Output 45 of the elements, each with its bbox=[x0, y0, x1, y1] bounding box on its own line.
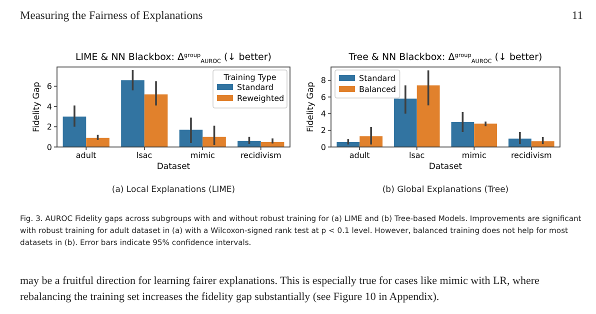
y-tick-label: 2 bbox=[46, 122, 52, 132]
x-tick-label: mimic bbox=[462, 151, 486, 160]
x-axis-title: Dataset bbox=[156, 162, 191, 172]
bar bbox=[451, 122, 474, 147]
legend-label: Standard bbox=[237, 83, 274, 92]
bar bbox=[360, 136, 383, 147]
text: (a) Local Explanations (LIME) bbox=[110, 185, 236, 196]
bar bbox=[121, 80, 144, 147]
y-tick-label: 4 bbox=[320, 109, 326, 118]
y-tick-label: 4 bbox=[46, 102, 52, 112]
y-tick-label: 6 bbox=[320, 92, 326, 102]
bar bbox=[144, 94, 168, 147]
text: Measuring the Fairness of Explanations bbox=[20, 10, 204, 24]
chart-title: LIME & NN Blackbox: Δ$^{group}$$_{AUROC}$ (↓ better) bbox=[75, 52, 272, 65]
text: 11 bbox=[570, 10, 583, 24]
y-tick-label: 0 bbox=[320, 142, 326, 152]
bar bbox=[394, 98, 417, 147]
y-axis-title: Fidelity Gap bbox=[32, 82, 42, 132]
x-axis-title: Dataset bbox=[428, 162, 463, 172]
x-tick-label: lsac bbox=[136, 151, 152, 160]
bar bbox=[531, 141, 554, 147]
x-tick-label: recidivism bbox=[240, 151, 282, 160]
x-tick-label: adult bbox=[76, 151, 96, 160]
x-tick-label: adult bbox=[349, 151, 370, 160]
text: (b) Global Explanations (Tree) bbox=[381, 185, 510, 196]
legend-label: Reweighted bbox=[237, 94, 284, 103]
legend-title: Training Type bbox=[222, 73, 276, 82]
bar bbox=[86, 138, 110, 147]
y-tick-label: 2 bbox=[320, 126, 326, 136]
x-tick-label: recidivism bbox=[510, 151, 552, 160]
bar bbox=[202, 136, 226, 147]
y-tick-label: 0 bbox=[46, 142, 52, 152]
bar bbox=[62, 116, 86, 147]
legend-label: Standard bbox=[359, 74, 396, 83]
y-tick-label: 8 bbox=[320, 76, 326, 86]
bar bbox=[474, 124, 498, 147]
y-tick-label: 6 bbox=[46, 82, 52, 92]
x-tick-label: lsac bbox=[409, 151, 425, 160]
bar bbox=[508, 138, 532, 147]
text: may be a fruitful direction for learning fairer explanations. This is especially true for cases like mimic with LR, where rebalancing the training set increases the fidelity gap substantially (see Figure 10 in Appendix). bbox=[20, 274, 540, 305]
x-tick-label: mimic bbox=[190, 151, 215, 160]
chart-title: Tree & NN Blackbox: Δ$^{group}$$_{AUROC}$ (↓ better) bbox=[348, 52, 542, 65]
legend-label: Balanced bbox=[359, 85, 396, 94]
bar bbox=[416, 85, 440, 147]
y-axis-title: Fidelity Gap bbox=[306, 82, 316, 132]
